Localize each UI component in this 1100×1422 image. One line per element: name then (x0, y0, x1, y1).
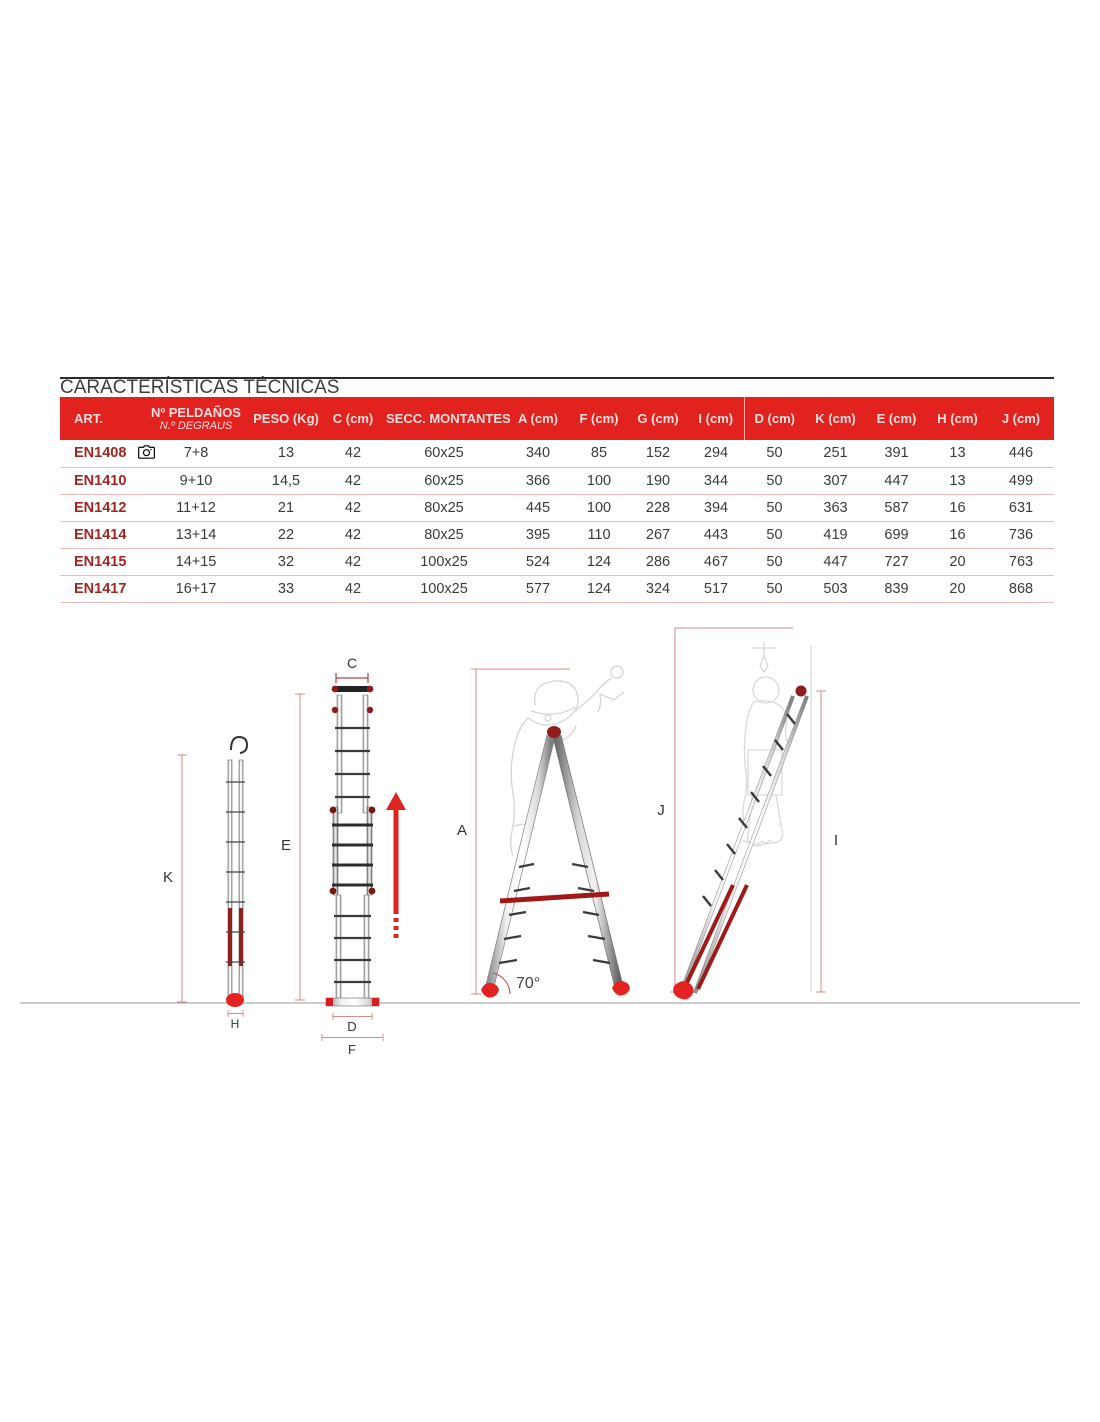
svg-text:A: A (457, 822, 467, 839)
svg-text:C: C (347, 655, 357, 671)
svg-text:70°: 70° (516, 975, 540, 992)
svg-text:F: F (348, 1042, 356, 1057)
svg-text:K: K (163, 869, 173, 886)
svg-text:D: D (347, 1019, 356, 1034)
svg-text:H: H (231, 1017, 240, 1031)
svg-text:J: J (657, 802, 665, 819)
svg-text:I: I (834, 832, 838, 849)
svg-text:E: E (281, 837, 291, 854)
